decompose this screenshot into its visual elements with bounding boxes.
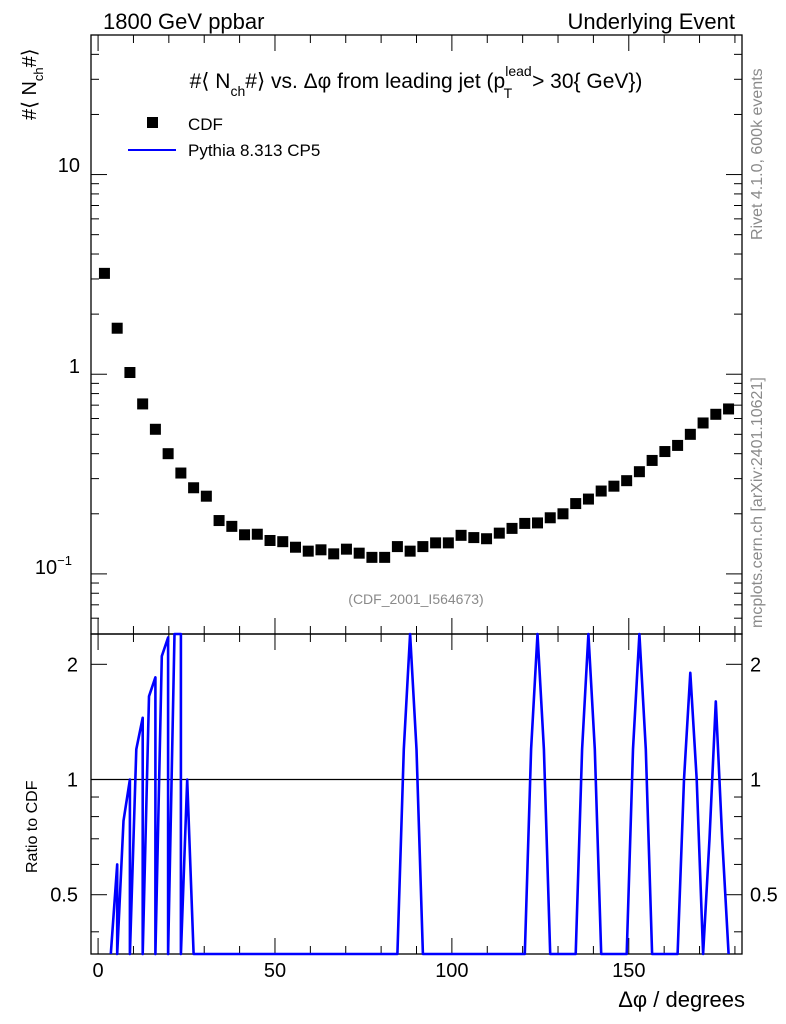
cdf-data-point xyxy=(468,532,480,544)
header-right-label: Underlying Event xyxy=(567,9,735,34)
cdf-data-point xyxy=(417,541,429,553)
cdf-data-point xyxy=(226,520,238,532)
cdf-data-point xyxy=(570,498,582,510)
cdf-data-point xyxy=(162,448,174,460)
main-y-axis-label: #⟨ Nch#⟩ xyxy=(19,48,46,120)
cdf-data-point xyxy=(506,522,518,534)
main-y-tick-label-10: 10 xyxy=(58,155,80,177)
cdf-data-point xyxy=(532,517,544,529)
cdf-data-point xyxy=(213,515,225,527)
cdf-data-point xyxy=(264,534,276,546)
ratio-y-tick-label: 0.5 xyxy=(50,885,78,907)
cdf-data-point xyxy=(582,493,594,505)
cdf-data-point xyxy=(646,454,658,466)
ratio-y-tick-label-right: 1 xyxy=(750,770,761,792)
ratio-x-tick-label: 50 xyxy=(264,960,286,982)
cdf-data-point xyxy=(188,482,200,494)
ratio-y-tick-label: 1 xyxy=(67,770,78,792)
header-left-label: 1800 GeV ppbar xyxy=(103,9,264,34)
ratio-panel: Ratio to CDF Δφ / degrees 0.5 0.5 1 1 2 2 0 50 1… xyxy=(24,632,778,1012)
cdf-data-point xyxy=(659,446,671,458)
cdf-data-point xyxy=(544,512,556,524)
cdf-data-point xyxy=(684,428,696,440)
cdf-data-point xyxy=(239,529,251,541)
cdf-data-point xyxy=(404,545,416,557)
cdf-data-point xyxy=(672,439,684,451)
cdf-data-point xyxy=(328,548,340,560)
ratio-y-tick-label: 2 xyxy=(67,654,78,676)
cdf-data-point xyxy=(608,480,620,492)
ratio-x-tick-label: 0 xyxy=(93,960,104,982)
cdf-data-point xyxy=(710,408,722,420)
legend-cdf-marker xyxy=(147,117,158,128)
main-axis-ticks xyxy=(91,34,742,635)
cdf-data-point xyxy=(137,398,149,410)
main-plot-title: #⟨ Nch#⟩ vs. Δφ from leading jet (plead T… xyxy=(190,63,643,101)
cdf-data-point xyxy=(595,485,607,497)
cdf-data-point xyxy=(493,527,505,539)
cdf-data-point xyxy=(340,543,352,555)
cdf-data-point xyxy=(633,466,645,478)
analysis-id-watermark: (CDF_2001_I564673) xyxy=(348,591,483,607)
main-y-tick-label-1: 1 xyxy=(69,356,80,378)
cdf-data-point xyxy=(277,536,289,548)
ratio-x-tick-label: 150 xyxy=(612,960,645,982)
cdf-data-point xyxy=(251,528,263,540)
cdf-data-point xyxy=(430,537,442,549)
pythia-ratio-line xyxy=(109,632,730,956)
cdf-data-point xyxy=(697,417,709,429)
cdf-data-point xyxy=(519,517,531,529)
cdf-data-point xyxy=(149,423,161,435)
cdf-data-point xyxy=(124,367,136,379)
ratio-axis-ticks: 0.5 0.5 1 1 2 2 0 50 100 150 xyxy=(50,634,778,982)
cdf-data-point xyxy=(315,544,327,556)
ratio-y-tick-label-right: 0.5 xyxy=(750,885,778,907)
cdf-data-point xyxy=(391,541,403,553)
cdf-data-point xyxy=(175,467,187,479)
cdf-data-point xyxy=(302,545,314,557)
cdf-data-point xyxy=(200,490,212,502)
cdf-data-point xyxy=(353,547,365,559)
cdf-data-point xyxy=(481,533,493,545)
ratio-x-tick-label: 100 xyxy=(435,960,468,982)
cdf-data-point xyxy=(455,529,467,541)
legend: CDF Pythia 8.313 CP5 xyxy=(128,115,320,160)
cdf-data-point xyxy=(289,541,301,553)
cdf-data-point xyxy=(442,537,454,549)
cdf-data-point xyxy=(379,551,391,563)
main-panel: #⟨ Nch#⟩ vs. Δφ from leading jet (plead T… xyxy=(19,34,743,635)
mcplots-source-label: mcplots.cern.ch [arXiv:2401.10621] xyxy=(749,377,766,628)
ratio-series xyxy=(109,632,730,956)
main-y-tick-label-0p1: 10−1 xyxy=(35,553,72,579)
cdf-data-point xyxy=(557,508,569,520)
ratio-x-axis-label: Δφ / degrees xyxy=(618,987,745,1012)
legend-pythia-label: Pythia 8.313 CP5 xyxy=(188,141,320,160)
rivet-version-label: Rivet 4.1.0, 600k events xyxy=(749,68,766,240)
legend-cdf-label: CDF xyxy=(188,115,223,134)
cdf-data-point xyxy=(366,551,378,563)
cdf-data-point xyxy=(98,267,110,279)
ratio-y-axis-label: Ratio to CDF xyxy=(24,780,41,873)
cdf-data-points xyxy=(98,267,735,563)
ratio-y-tick-label-right: 2 xyxy=(750,654,761,676)
cdf-data-point xyxy=(723,403,735,415)
cdf-data-point xyxy=(111,322,123,334)
cdf-data-point xyxy=(621,475,633,487)
